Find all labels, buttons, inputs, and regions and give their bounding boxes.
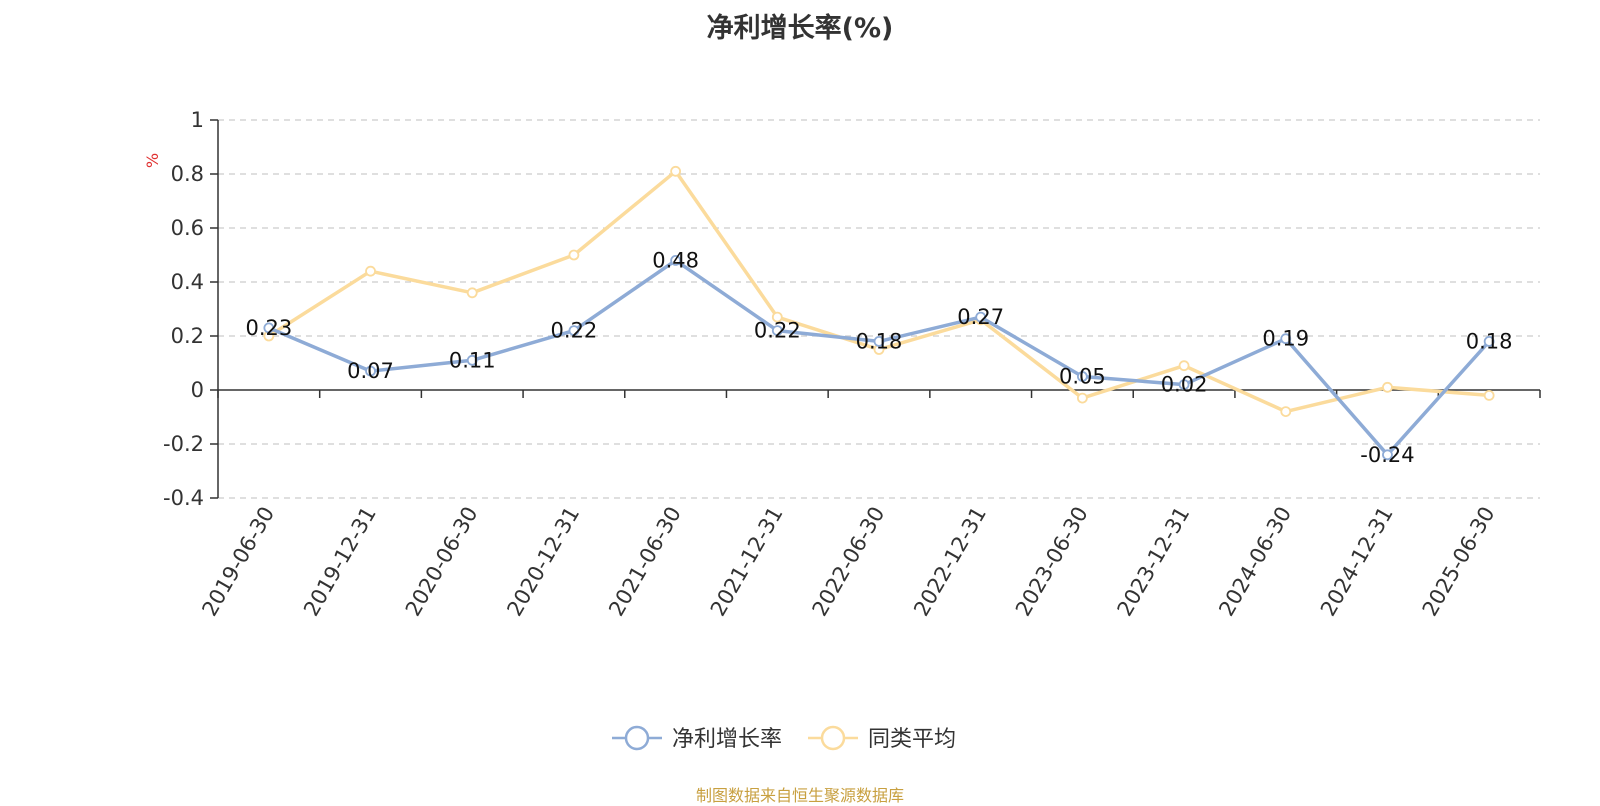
x-tick-label: 2019-12-31: [299, 503, 381, 621]
data-point: [873, 335, 885, 347]
data-labels: 0.23 0.07 0.11 0.22 0.48 0.22 0.18 0.27 0.05 0.02…: [245, 248, 1512, 466]
data-point: [670, 254, 682, 266]
data-point: [1483, 389, 1495, 401]
data-point: [1178, 379, 1190, 391]
y-tick-label: 0.2: [171, 324, 204, 348]
series-lines: [263, 165, 1495, 461]
y-tick-label: 0.6: [171, 216, 204, 240]
data-label: 0.07: [347, 359, 394, 383]
y-tick-label: 0.4: [171, 270, 204, 294]
data-label: 0.18: [1466, 329, 1513, 353]
x-tick-label: 2021-12-31: [706, 503, 788, 621]
series-line-average: [267, 169, 1490, 414]
y-tick-label: 0.8: [171, 162, 204, 186]
data-point: [365, 265, 376, 277]
axes: [210, 119, 1541, 499]
legend-label: 净利增长率: [672, 727, 782, 752]
data-point: [1382, 449, 1393, 461]
data-point: [1076, 392, 1088, 404]
data-point: [771, 325, 783, 337]
data-point: [1382, 381, 1393, 393]
data-point: [568, 325, 580, 337]
data-label: 0.22: [754, 319, 801, 343]
data-point: [771, 311, 783, 323]
x-tick-label: 2019-06-30: [197, 503, 279, 621]
data-label: 0.19: [1262, 327, 1309, 351]
chart-title: 净利增长率(%): [706, 13, 894, 44]
y-axis-unit-label: %: [143, 153, 162, 168]
x-tick-label: 2023-06-30: [1011, 503, 1093, 621]
data-label: 0.27: [957, 305, 1004, 329]
legend-circle-icon: [820, 725, 846, 751]
legend-item-main[interactable]: 净利增长率: [612, 725, 782, 752]
legend-label: 同类平均: [868, 727, 956, 752]
x-tick-label: 2020-12-31: [502, 503, 584, 621]
x-tick-labels: 2019-06-30 2019-12-31 2020-06-30 2020-12-31…: [197, 503, 1499, 621]
data-point: [670, 165, 682, 177]
x-tick-label: 2023-12-31: [1113, 503, 1195, 621]
y-tick-label: -0.4: [163, 486, 204, 510]
data-point: [1483, 335, 1495, 347]
data-point: [466, 354, 478, 366]
legend-item-average[interactable]: 同类平均: [808, 725, 956, 752]
data-point: [466, 287, 478, 299]
x-tick-label: 2022-06-30: [808, 503, 890, 621]
x-tick-label: 2024-06-30: [1214, 503, 1296, 621]
grid-lines: [218, 119, 1540, 499]
x-tick-label: 2021-06-30: [604, 503, 686, 621]
y-tick-label: 1: [191, 108, 204, 132]
data-label: 0.48: [652, 248, 699, 272]
y-tick-label: -0.2: [163, 432, 204, 456]
data-source-note: 制图数据来自恒生聚源数据库: [695, 786, 904, 805]
data-point: [1076, 371, 1088, 382]
data-label: 0.02: [1161, 373, 1208, 397]
data-point: [1280, 406, 1292, 418]
data-point: [263, 322, 275, 334]
data-point: [568, 249, 580, 261]
legend-circle-icon: [624, 725, 650, 751]
data-point: [365, 365, 376, 377]
data-label: 0.23: [245, 316, 292, 340]
x-tick-label: 2025-06-30: [1418, 503, 1500, 621]
y-tick-labels: -0.4 -0.2 0 0.2 0.4 0.6 0.8 1: [163, 108, 204, 510]
data-label: 0.11: [449, 348, 496, 372]
data-label: 0.22: [551, 319, 598, 343]
data-point: [975, 311, 987, 323]
data-point: [1280, 333, 1292, 345]
x-tick-label: 2022-12-31: [909, 503, 991, 621]
legend[interactable]: 净利增长率 同类平均: [612, 725, 956, 752]
y-tick-label: 0: [191, 378, 204, 402]
data-label: 0.18: [856, 329, 903, 353]
x-tick-label: 2024-12-31: [1316, 503, 1398, 621]
data-label: 0.05: [1059, 365, 1106, 389]
x-tick-label: 2020-06-30: [401, 503, 483, 621]
data-point: [1178, 360, 1190, 372]
data-label: -0.24: [1360, 443, 1414, 467]
